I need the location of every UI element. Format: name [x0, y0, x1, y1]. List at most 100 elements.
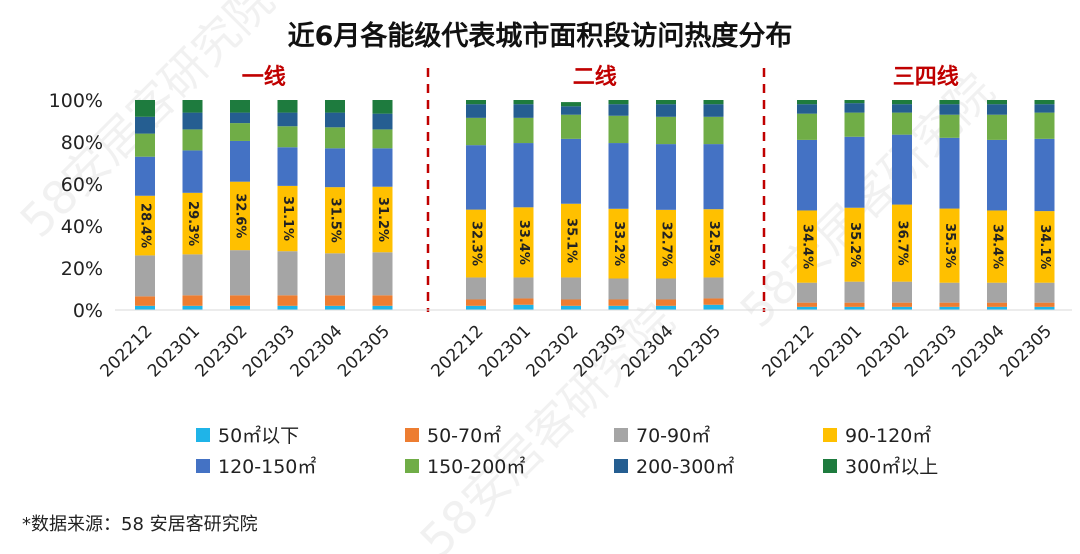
bar-segment [277, 112, 298, 127]
y-tick-label: 40% [61, 216, 103, 238]
legend-swatch [823, 459, 837, 473]
data-label: 32.5% [706, 221, 721, 266]
data-label: 35.3% [942, 223, 957, 268]
bar-segment [466, 277, 486, 300]
bar-segment [939, 306, 960, 310]
x-tick-label: 202212 [96, 321, 156, 381]
bar-segment [844, 306, 865, 310]
bar-segment [656, 305, 676, 310]
bar-segment [466, 299, 486, 306]
bar-segment [135, 255, 155, 297]
bar-segment [797, 282, 817, 303]
bar-segment [656, 209, 676, 279]
bar-segment [372, 295, 393, 306]
bar-segment [372, 129, 393, 149]
bar-segment [656, 278, 676, 300]
x-tick-label: 202305 [996, 321, 1056, 381]
bar-segment [277, 295, 298, 306]
data-label: 32.7% [659, 222, 674, 267]
bar-segment [277, 185, 298, 252]
bar-segment [797, 113, 817, 140]
tier-label: 二线 [573, 64, 617, 90]
bar-segment [135, 305, 155, 310]
bar-segment [703, 209, 724, 278]
bar-segment [325, 148, 345, 188]
bar-segment [1034, 211, 1055, 283]
bar-segment [656, 116, 676, 145]
legend-label: 70-90㎡ [636, 424, 710, 447]
bar-segment [844, 302, 865, 307]
bar-segment [513, 304, 534, 310]
watermark-text: 58安居客研究院 [410, 293, 685, 554]
bar-segment [466, 100, 486, 105]
legend-swatch [196, 428, 210, 442]
legend-label: 120-150㎡ [218, 455, 316, 478]
bar-segment [797, 104, 817, 114]
data-label: 34.1% [1037, 224, 1052, 269]
y-tick-label: 0% [73, 300, 103, 322]
bar-segment [797, 210, 817, 283]
bar-segment [1034, 306, 1055, 310]
x-tick-label: 202303 [239, 321, 299, 381]
bar-segment [1034, 100, 1055, 105]
bar-segment [135, 156, 155, 196]
bar-segment [892, 204, 912, 282]
bar-segment [987, 306, 1007, 310]
bar-segment [182, 192, 203, 255]
legend-swatch [614, 428, 628, 442]
bar-segment [1034, 112, 1055, 139]
x-tick-label: 202304 [286, 321, 346, 381]
bar-segment [135, 100, 155, 117]
bar-segment [703, 298, 724, 305]
bar-segment [844, 100, 865, 104]
bar-segment [277, 100, 298, 113]
bar-segment [608, 299, 629, 306]
bar-segment [703, 277, 724, 299]
bar-segment [987, 100, 1007, 105]
bar-segment [372, 148, 393, 187]
bar-segment [230, 295, 250, 306]
bar-segment [466, 305, 486, 310]
data-label: 31.1% [280, 196, 295, 241]
data-label: 34.4% [990, 224, 1005, 269]
source-note: *数据来源：58 安居客研究院 [22, 514, 258, 535]
bar-segment [182, 295, 203, 306]
bar-segment [230, 250, 250, 296]
bar-segment [656, 299, 676, 306]
bar-segment [182, 112, 203, 130]
bar-segment [939, 208, 960, 283]
data-label: 35.2% [847, 222, 862, 267]
bar-segment [608, 278, 629, 300]
chart-title: 近6月各能级代表城市面积段访问热度分布 [288, 20, 793, 52]
bar-segment [135, 195, 155, 256]
bar-segment [1034, 282, 1055, 303]
bar-segment [277, 305, 298, 310]
bar-segment [608, 104, 629, 116]
legend-swatch [823, 428, 837, 442]
bar-segment [182, 100, 203, 113]
bar-segment [325, 127, 345, 149]
bar-segment [561, 277, 581, 300]
bar-segment [844, 207, 865, 282]
bar-segment [277, 251, 298, 296]
bar-segment [513, 143, 534, 208]
bar-segment [182, 305, 203, 310]
bar-segment [561, 106, 581, 115]
bar-segment [513, 277, 534, 299]
x-tick-label: 202301 [144, 321, 204, 381]
bar-segment [561, 138, 581, 204]
bar-segment [844, 103, 865, 113]
bar-segment [277, 126, 298, 148]
bar-segment [797, 100, 817, 105]
bar-segment [561, 203, 581, 278]
bar-segment [608, 208, 629, 279]
x-tick-label: 202301 [806, 321, 866, 381]
y-tick-label: 100% [49, 90, 103, 112]
bar-segment [703, 304, 724, 310]
bar-segment [892, 281, 912, 303]
bar-segment [608, 115, 629, 144]
legend-label: 200-300㎡ [636, 455, 734, 478]
bar-segment [987, 210, 1007, 283]
bar-segment [230, 123, 250, 141]
bar-segment [561, 305, 581, 310]
